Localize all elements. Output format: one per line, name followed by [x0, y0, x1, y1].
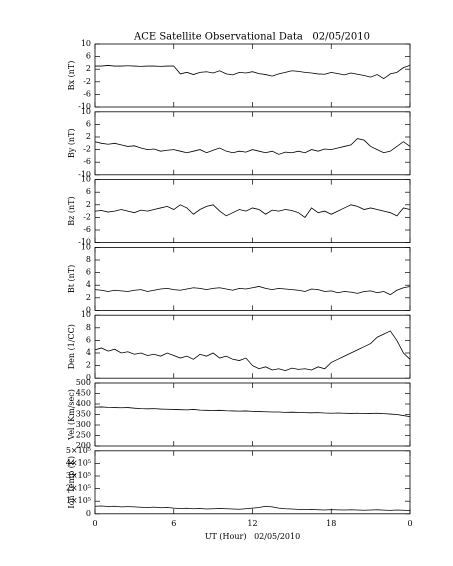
y-tick-label: 500 [76, 378, 91, 387]
y-tick-label: 6 [86, 52, 91, 61]
y-tick-label: 200 [76, 441, 91, 450]
panel-frame [94, 111, 411, 176]
y-tick-label: 0 [86, 305, 91, 314]
x-tick-label: 6 [171, 519, 176, 528]
y-tick-label: 4×10⁵ [66, 458, 91, 467]
y-tick-label: 0 [86, 509, 91, 518]
y-axis-label: Ion Temp (K) [67, 456, 76, 509]
y-tick-label: 10 [81, 39, 91, 48]
data-line [94, 406, 411, 417]
chart-title: ACE Satellite Observational Data 02/05/2… [133, 32, 370, 43]
y-tick-label: 350 [76, 410, 91, 419]
y-tick-label: 0 [86, 373, 91, 382]
y-tick-label: -10 [78, 238, 91, 247]
y-tick-label: -2 [83, 145, 91, 154]
y-tick-label: 10 [81, 175, 91, 184]
y-tick-label: 2 [86, 293, 91, 302]
panel-frame [94, 450, 411, 515]
y-axis-label: Bz (nT) [67, 196, 76, 225]
y-tick-label: 6 [86, 119, 91, 128]
y-axis-label: Bt (nT) [67, 265, 76, 293]
y-tick-label: 8 [86, 323, 91, 332]
y-tick-label: 2 [86, 200, 91, 209]
y-tick-label: 250 [76, 431, 91, 440]
y-tick-label: 450 [76, 389, 91, 398]
data-line [94, 204, 411, 218]
y-axis-label: Vel (Km/sec) [67, 389, 76, 441]
data-line [94, 505, 411, 512]
data-line [95, 65, 411, 80]
panel-frame [94, 314, 411, 379]
panel-frame [94, 382, 411, 447]
data-line [94, 286, 411, 296]
data-line [94, 138, 411, 155]
y-tick-label: 10 [81, 107, 91, 116]
y-tick-label: 2×10⁵ [66, 484, 91, 493]
y-tick-label: 3×10⁵ [66, 471, 91, 480]
y-tick-label: 6 [86, 335, 91, 344]
y-tick-label: 1×10⁵ [66, 496, 91, 505]
panel-frame [94, 179, 411, 244]
y-tick-label: -10 [78, 170, 91, 179]
y-tick-label: 8 [86, 255, 91, 264]
y-tick-label: -6 [83, 157, 91, 166]
x-tick-label: 18 [326, 519, 336, 528]
y-axis-label: Den (1/CC) [67, 324, 76, 369]
y-tick-label: -2 [83, 212, 91, 221]
y-tick-label: 4 [86, 280, 91, 289]
y-tick-label: -10 [78, 102, 91, 111]
y-axis-label: Bx (nT) [67, 61, 76, 91]
y-tick-label: 10 [81, 310, 91, 319]
panel-frame [94, 246, 411, 311]
y-tick-label: 5×10⁵ [66, 446, 91, 455]
y-tick-label: 4 [86, 348, 91, 357]
y-tick-label: -6 [83, 225, 91, 234]
y-tick-label: -6 [83, 89, 91, 98]
y-tick-label: -2 [83, 77, 91, 86]
y-tick-label: 6 [86, 268, 91, 277]
y-tick-label: 6 [86, 187, 91, 196]
y-tick-label: 10 [81, 242, 91, 251]
y-tick-label: 2 [86, 361, 91, 370]
y-axis-label: By (nT) [67, 128, 76, 158]
x-tick-label: 0 [92, 519, 97, 528]
y-tick-label: 300 [76, 420, 91, 429]
data-line [94, 330, 411, 372]
x-tick-label: 12 [247, 519, 257, 528]
y-tick-label: 2 [86, 64, 91, 73]
x-axis-label: UT (Hour) 02/05/2010 [205, 532, 300, 541]
x-tick-label: 0 [407, 519, 412, 528]
y-tick-label: 2 [86, 132, 91, 141]
y-tick-label: 400 [76, 399, 91, 408]
